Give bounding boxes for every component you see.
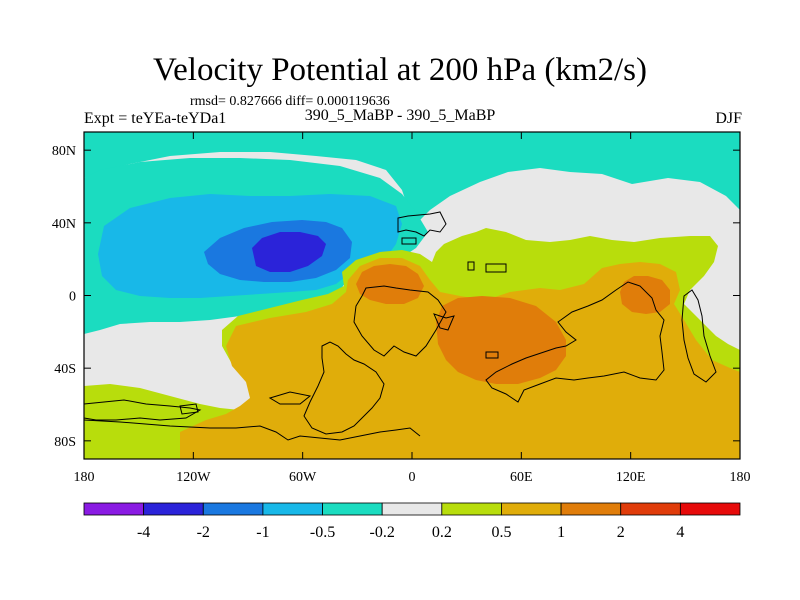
colorbar-label: -1 — [256, 524, 269, 541]
colorbar-label: 0.2 — [432, 524, 452, 541]
contour-region-north-african-maximum — [356, 264, 424, 304]
colorbar-swatch — [560, 502, 622, 516]
colorbar-label: -4 — [137, 524, 150, 541]
map-plot-area — [84, 132, 740, 459]
y-tick-label: 40S — [54, 362, 76, 377]
colorbar: -4 -2 -1 -0.5 -0.2 0.2 0.5 1 2 4 — [83, 502, 741, 541]
colorbar-swatch — [441, 502, 502, 516]
x-tick-label: 60W — [289, 470, 317, 485]
contour-region-african-maximum — [436, 296, 566, 384]
experiment-label: Expt = teYEa-teYDa1 — [84, 110, 227, 127]
case-label: 390_5_MaBP - 390_5_MaBP — [304, 107, 496, 124]
colorbar-swatch — [381, 502, 443, 516]
colorbar-label: -0.5 — [310, 524, 335, 541]
colorbar-swatch — [202, 502, 264, 516]
axes: 180 120W 60W 0 60E 120E 180 80N 40N 0 40S 80S — [52, 132, 751, 485]
colorbar-swatch — [322, 502, 383, 516]
coastlines — [84, 211, 717, 441]
colorbar-label: -0.2 — [370, 524, 395, 541]
colorbar-swatch — [620, 502, 681, 516]
colorbar-label: -2 — [197, 524, 210, 541]
y-tick-label: 40N — [52, 217, 76, 232]
stats-subtitle: rmsd= 0.827666 diff= 0.000119636 — [190, 94, 390, 109]
chart-title: Velocity Potential at 200 hPa (km2/s) — [152, 52, 648, 88]
x-tick-label: 120E — [616, 470, 646, 485]
x-tick-label: 180 — [74, 470, 95, 485]
y-tick-label: 0 — [69, 290, 76, 305]
season-label: DJF — [715, 110, 742, 127]
contour-region-northern-polar-band — [84, 132, 740, 222]
colorbar-swatch — [679, 502, 741, 516]
x-tick-label: 180 — [730, 470, 751, 485]
y-tick-label: 80N — [52, 144, 76, 159]
colorbar-swatch — [83, 502, 145, 516]
x-tick-label: 0 — [409, 470, 416, 485]
contour-region-west-pacific-maximum — [620, 276, 670, 314]
x-tick-label: 120W — [176, 470, 211, 485]
colorbar-swatch — [262, 502, 323, 516]
contour-region-pacific-trough-centre — [252, 232, 326, 272]
colorbar-label: 1 — [557, 524, 565, 541]
colorbar-label: 4 — [676, 524, 684, 541]
colorbar-label: 2 — [617, 524, 625, 541]
colorbar-label: 0.5 — [491, 524, 511, 541]
colorbar-swatch — [501, 502, 562, 516]
y-tick-label: 80S — [54, 435, 76, 450]
colorbar-swatch — [143, 502, 204, 516]
x-tick-label: 60E — [510, 470, 533, 485]
